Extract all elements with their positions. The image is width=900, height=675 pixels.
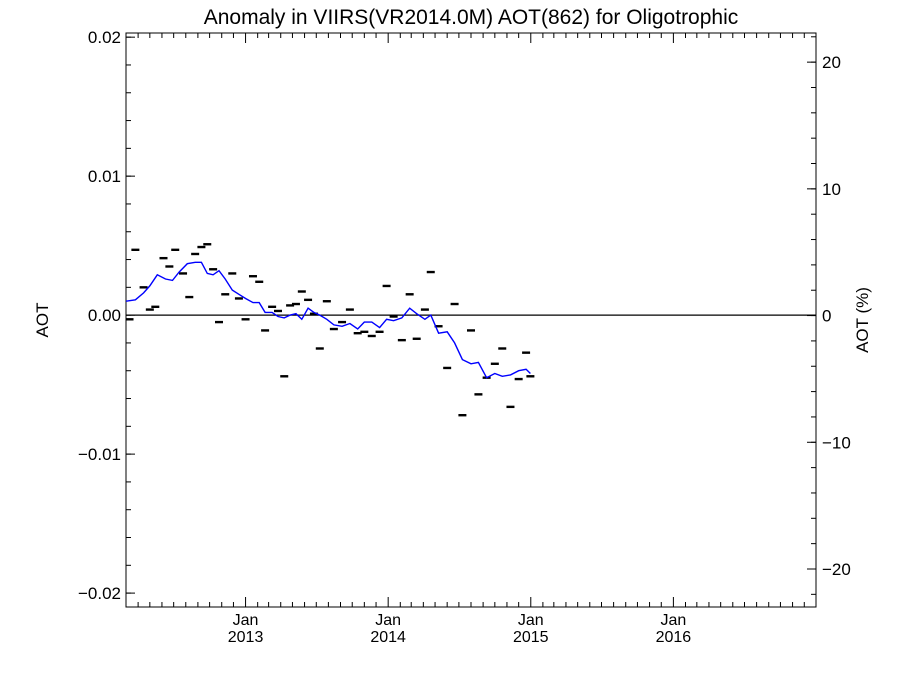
y-left-tick-label: −0.02: [78, 584, 121, 603]
y-axis-right-label: AOT (%): [853, 287, 872, 353]
line-series: [125, 261, 531, 379]
scatter-series: [125, 243, 535, 417]
plot-border: [125, 32, 817, 608]
y-left-tick-label: 0.00: [88, 306, 121, 325]
x-tick-label-month: Jan: [375, 612, 401, 629]
y-right-tick-label: 0: [822, 307, 831, 326]
y-axis-right: 20 10 0 −10 −20: [807, 36, 851, 595]
series-line: [125, 261, 531, 379]
y-left-tick-label: −0.01: [78, 445, 121, 464]
plot-frame: [125, 32, 817, 608]
x-tick-label-year: 2014: [370, 629, 406, 646]
y-axis-left: 0.02 0.01 0.00 −0.01 −0.02: [78, 28, 135, 603]
y-right-tick-label: −10: [822, 433, 851, 452]
y-right-tick-label: −20: [822, 560, 851, 579]
x-tick-label-year: 2013: [228, 629, 264, 646]
x-tick-label-year: 2016: [656, 629, 692, 646]
x-tick-label-year: 2015: [513, 629, 549, 646]
x-tick-label-month: Jan: [233, 612, 259, 629]
y-left-tick-label: 0.02: [88, 28, 121, 47]
y-right-tick-label: 20: [822, 53, 841, 72]
chart-title: Anomaly in VIIRS(VR2014.0M) AOT(862) for…: [204, 6, 739, 29]
y-left-tick-label: 0.01: [88, 167, 121, 186]
x-tick-label-month: Jan: [660, 612, 686, 629]
y-axis-left-label: AOT: [33, 303, 52, 338]
y-right-tick-label: 10: [822, 180, 841, 199]
x-tick-label-month: Jan: [518, 612, 544, 629]
